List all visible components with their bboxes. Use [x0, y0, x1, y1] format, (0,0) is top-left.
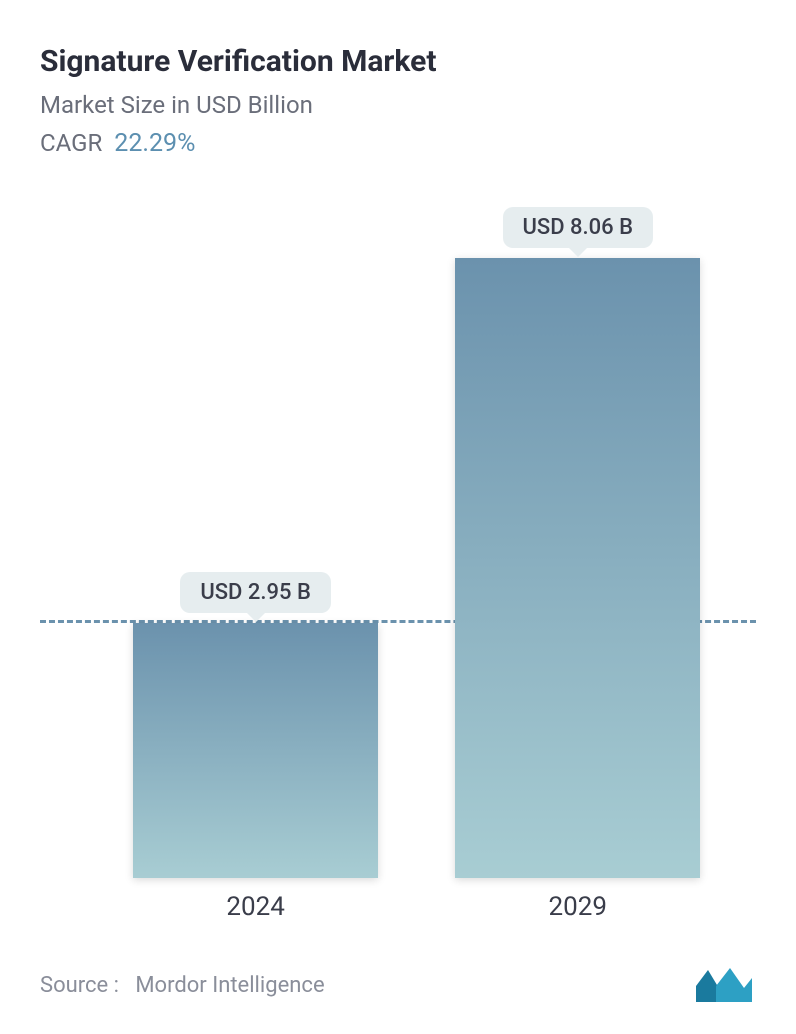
chart-title: Signature Verification Market — [40, 44, 756, 79]
bar-group: USD 2.95 B — [133, 572, 378, 878]
cagr-row: CAGR 22.29% — [40, 129, 756, 158]
x-axis-labels: 2024 2029 — [40, 892, 756, 942]
cagr-value: 22.29% — [114, 129, 195, 158]
chart-wrapper: USD 2.95 B USD 8.06 B 2024 2029 — [40, 178, 756, 956]
bar — [455, 258, 700, 878]
chart-container: Signature Verification Market Market Siz… — [0, 0, 796, 1034]
source-label: Source : — [40, 973, 119, 998]
x-axis-label: 2024 — [226, 892, 284, 922]
footer: Source : Mordor Intelligence — [40, 956, 756, 1004]
brand-logo-icon — [694, 966, 756, 1004]
value-badge: USD 8.06 B — [503, 207, 654, 248]
x-axis-label: 2029 — [549, 892, 607, 922]
chart-subtitle: Market Size in USD Billion — [40, 91, 756, 119]
chart-area: USD 2.95 B USD 8.06 B — [40, 178, 756, 878]
value-badge: USD 2.95 B — [180, 572, 331, 613]
cagr-label: CAGR — [40, 129, 102, 157]
bar-group: USD 8.06 B — [455, 207, 700, 878]
source-name: Mordor Intelligence — [135, 973, 324, 998]
bar — [133, 623, 378, 878]
source-text: Source : Mordor Intelligence — [40, 973, 325, 998]
